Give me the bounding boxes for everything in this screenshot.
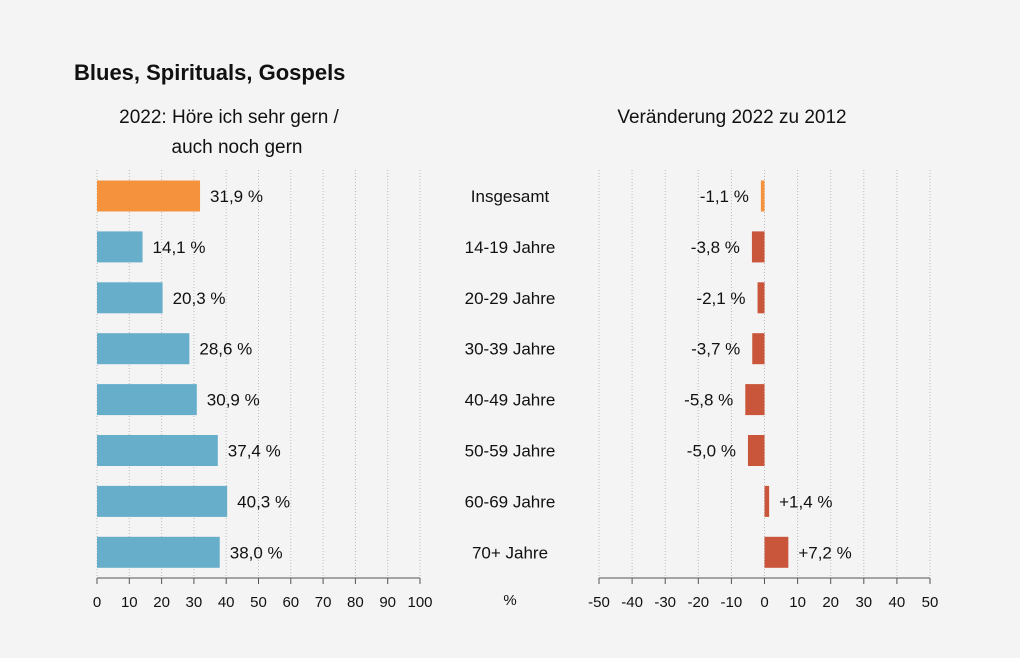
right-tick-label: 40 — [889, 594, 906, 611]
left-tick-label: 80 — [347, 594, 364, 611]
left-data-label: 30,9 % — [207, 391, 260, 410]
left-tick-label: 10 — [121, 594, 138, 611]
right-tick-label: -40 — [621, 594, 643, 611]
right-tick-label: -50 — [588, 594, 610, 611]
category-label: 14-19 Jahre — [465, 238, 556, 257]
left-tick-label: 40 — [218, 594, 235, 611]
category-label: 60-69 Jahre — [465, 492, 556, 511]
category-label: 20-29 Jahre — [465, 289, 556, 308]
right-tick-label: 30 — [855, 594, 872, 611]
right-bar — [751, 231, 765, 263]
left-bar — [97, 485, 228, 517]
right-data-label: -2,1 % — [696, 289, 745, 308]
left-data-label: 40,3 % — [237, 492, 290, 511]
left-tick-label: 30 — [186, 594, 203, 611]
right-bar — [764, 536, 789, 568]
right-data-label: +7,2 % — [798, 543, 851, 562]
left-tick-label: 20 — [153, 594, 170, 611]
left-bar — [97, 536, 220, 568]
right-tick-label: -30 — [654, 594, 676, 611]
right-bar — [747, 435, 765, 466]
right-tick-label: 10 — [789, 594, 806, 611]
left-tick-label: 60 — [282, 594, 299, 611]
category-label: Insgesamt — [471, 187, 550, 206]
category-label: 40-49 Jahre — [465, 391, 556, 410]
left-tick-label: 50 — [250, 594, 267, 611]
right-bar — [760, 180, 765, 212]
left-tick-label: 0 — [93, 594, 101, 611]
left-bar — [97, 333, 190, 365]
right-tick-label: 50 — [922, 594, 939, 611]
left-tick-label: 100 — [407, 594, 432, 611]
left-data-label: 37,4 % — [228, 442, 281, 461]
right-data-label: -3,7 % — [691, 340, 740, 359]
right-data-label: -5,8 % — [684, 391, 733, 410]
right-tick-label: -20 — [687, 594, 709, 611]
left-data-label: 28,6 % — [199, 340, 252, 359]
left-bar — [97, 180, 201, 212]
chart-title: Blues, Spirituals, Gospels — [74, 60, 345, 85]
right-bar — [752, 333, 765, 365]
category-label: 30-39 Jahre — [465, 340, 556, 359]
category-label: 70+ Jahre — [472, 543, 548, 562]
left-bar — [97, 384, 197, 416]
left-data-label: 38,0 % — [230, 543, 283, 562]
left-tick-label: 90 — [379, 594, 396, 611]
left-tick-label: 70 — [315, 594, 332, 611]
left-data-label: 14,1 % — [153, 238, 206, 257]
right-tick-label: 0 — [760, 594, 768, 611]
left-subtitle-line1: 2022: Höre ich sehr gern / — [119, 107, 339, 128]
right-bar — [764, 485, 770, 517]
left-subtitle-line2: auch noch gern — [172, 137, 303, 158]
right-tick-label: -10 — [721, 594, 743, 611]
unit-label: % — [503, 592, 516, 609]
right-bar — [745, 384, 765, 416]
right-data-label: -1,1 % — [700, 187, 749, 206]
right-tick-label: 20 — [822, 594, 839, 611]
left-bar — [97, 435, 218, 466]
left-bar — [97, 282, 163, 314]
left-data-label: 31,9 % — [210, 187, 263, 206]
right-data-label: -3,8 % — [691, 238, 740, 257]
left-data-label: 20,3 % — [173, 289, 226, 308]
right-bar — [757, 282, 765, 314]
left-bar — [97, 231, 143, 263]
category-label: 50-59 Jahre — [465, 442, 556, 461]
right-data-label: -5,0 % — [687, 442, 736, 461]
right-data-label: +1,4 % — [779, 492, 832, 511]
right-subtitle: Veränderung 2022 zu 2012 — [617, 107, 846, 128]
